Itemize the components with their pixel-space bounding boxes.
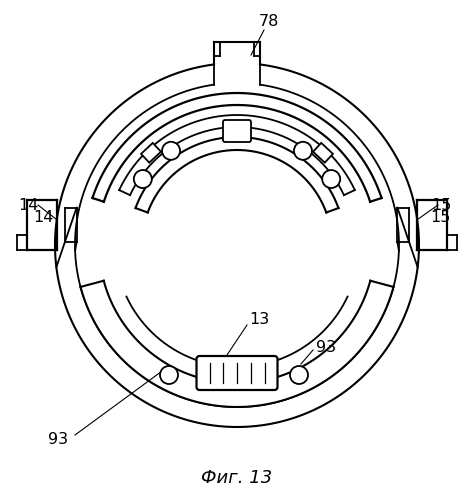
Circle shape <box>160 366 178 384</box>
Polygon shape <box>93 93 381 202</box>
Text: 14: 14 <box>18 198 38 212</box>
Circle shape <box>322 170 340 188</box>
Bar <box>141 143 161 163</box>
Text: 78: 78 <box>259 14 279 30</box>
FancyBboxPatch shape <box>223 120 251 142</box>
Text: 93: 93 <box>316 340 336 355</box>
Polygon shape <box>119 115 355 195</box>
Circle shape <box>134 170 152 188</box>
Polygon shape <box>81 280 393 407</box>
Text: 14: 14 <box>33 210 53 226</box>
Text: 93: 93 <box>48 432 68 448</box>
Text: Фиг. 13: Фиг. 13 <box>201 469 273 487</box>
FancyBboxPatch shape <box>197 356 277 390</box>
Circle shape <box>290 366 308 384</box>
Polygon shape <box>135 137 339 212</box>
Text: 13: 13 <box>249 312 269 328</box>
Text: 15: 15 <box>430 210 450 226</box>
Text: 15: 15 <box>432 198 452 212</box>
Circle shape <box>294 142 312 160</box>
Bar <box>313 143 333 163</box>
Circle shape <box>162 142 180 160</box>
